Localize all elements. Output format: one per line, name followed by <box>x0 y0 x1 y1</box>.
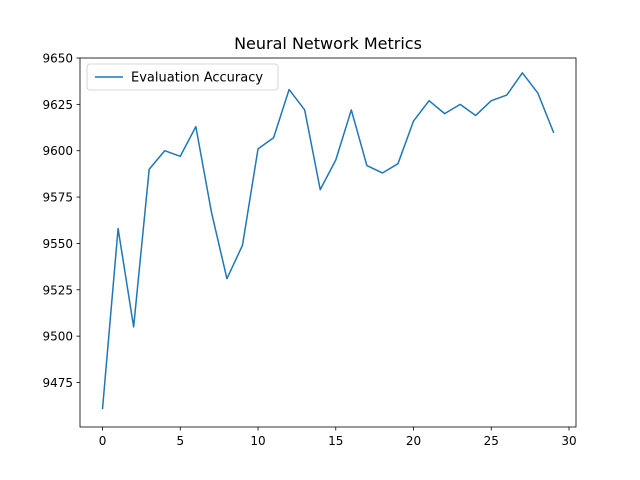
series-line-0 <box>101 72 555 410</box>
x-tick-label-5: 25 <box>484 434 499 448</box>
axes: 0 5 10 15 20 25 30 9475 9500 9525 9550 9575 9600 9625… <box>42 52 576 449</box>
y-tick-label-0: 9475 <box>42 376 73 390</box>
y-tick-label-3: 9550 <box>42 237 73 251</box>
y-tick-label-4: 9575 <box>42 191 73 205</box>
y-tick-label-1: 9500 <box>42 330 73 344</box>
x-tick-label-6: 30 <box>561 434 576 448</box>
y-tick-label-5: 9600 <box>42 144 73 158</box>
chart-title: Neural Network Metrics <box>234 34 422 53</box>
x-tick-label-3: 15 <box>328 434 343 448</box>
y-tick-label-6: 9625 <box>42 98 73 112</box>
x-tick-label-0: 0 <box>99 434 107 448</box>
legend: Evaluation Accuracy <box>86 63 279 91</box>
y-tick-label-2: 9525 <box>42 283 73 297</box>
x-tick-label-4: 20 <box>406 434 421 448</box>
x-tick-label-2: 10 <box>250 434 265 448</box>
axes-frame <box>79 57 577 428</box>
x-tick-label-1: 5 <box>176 434 184 448</box>
plot-area <box>101 72 555 410</box>
legend-box <box>86 63 279 91</box>
y-tick-label-7: 9650 <box>42 52 73 66</box>
legend-label-0: Evaluation Accuracy <box>131 71 263 86</box>
